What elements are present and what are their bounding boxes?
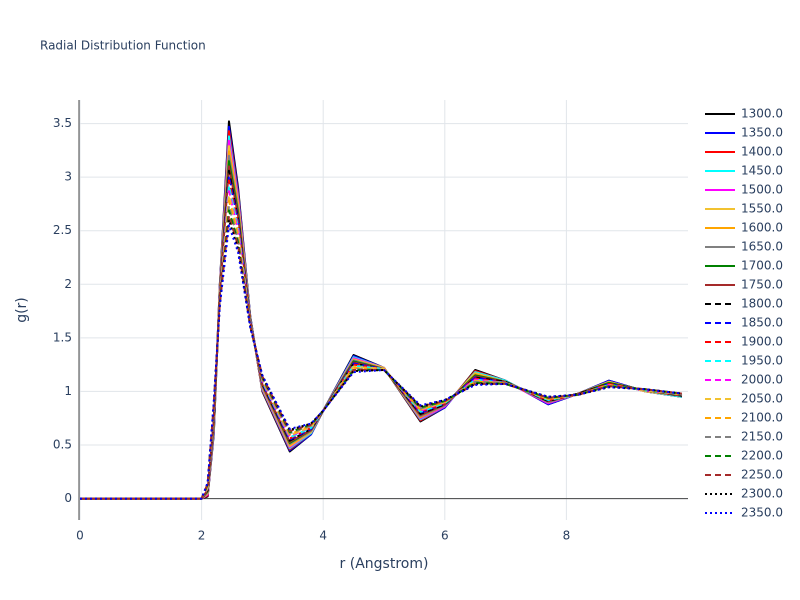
x-tick-label: 6 bbox=[441, 529, 449, 543]
legend-label: 2250.0 bbox=[741, 468, 783, 482]
legend-label: 1500.0 bbox=[741, 183, 783, 197]
legend-label: 1300.0 bbox=[741, 107, 783, 121]
series-line bbox=[80, 224, 683, 500]
chart-title: Radial Distribution Function bbox=[40, 39, 206, 53]
x-axis-title: r (Angstrom) bbox=[340, 556, 429, 572]
legend-label: 2300.0 bbox=[741, 487, 783, 501]
legend-label: 1400.0 bbox=[741, 145, 783, 159]
y-tick-label: 3 bbox=[64, 170, 72, 184]
legend-label: 1550.0 bbox=[741, 202, 783, 216]
y-tick-label: 0.5 bbox=[53, 438, 72, 452]
legend-label: 1750.0 bbox=[741, 278, 783, 292]
y-tick-label: 0 bbox=[64, 491, 72, 505]
legend-label: 2000.0 bbox=[741, 373, 783, 387]
legend-label: 1650.0 bbox=[741, 240, 783, 254]
legend-label: 2100.0 bbox=[741, 411, 783, 425]
x-tick-label: 0 bbox=[76, 529, 84, 543]
y-tick-label: 1 bbox=[64, 384, 72, 398]
legend-label: 1950.0 bbox=[741, 354, 783, 368]
y-tick-label: 2 bbox=[64, 277, 72, 291]
legend-label: 1800.0 bbox=[741, 297, 783, 311]
x-tick-label: 2 bbox=[198, 529, 206, 543]
legend-label: 2050.0 bbox=[741, 392, 783, 406]
legend-label: 1450.0 bbox=[741, 164, 783, 178]
legend-label: 2150.0 bbox=[741, 430, 783, 444]
legend-label: 1850.0 bbox=[741, 316, 783, 330]
y-tick-label: 1.5 bbox=[53, 330, 72, 344]
legend-label: 1600.0 bbox=[741, 221, 783, 235]
legend-label: 2350.0 bbox=[741, 506, 783, 520]
legend-label: 1350.0 bbox=[741, 126, 783, 140]
y-tick-label: 2.5 bbox=[53, 223, 72, 237]
x-tick-label: 4 bbox=[319, 529, 327, 543]
y-axis-title: g(r) bbox=[14, 297, 30, 323]
x-tick-label: 8 bbox=[563, 529, 571, 543]
legend-label: 2200.0 bbox=[741, 449, 783, 463]
y-tick-label: 3.5 bbox=[53, 116, 72, 130]
legend-label: 1900.0 bbox=[741, 335, 783, 349]
legend-label: 1700.0 bbox=[741, 259, 783, 273]
